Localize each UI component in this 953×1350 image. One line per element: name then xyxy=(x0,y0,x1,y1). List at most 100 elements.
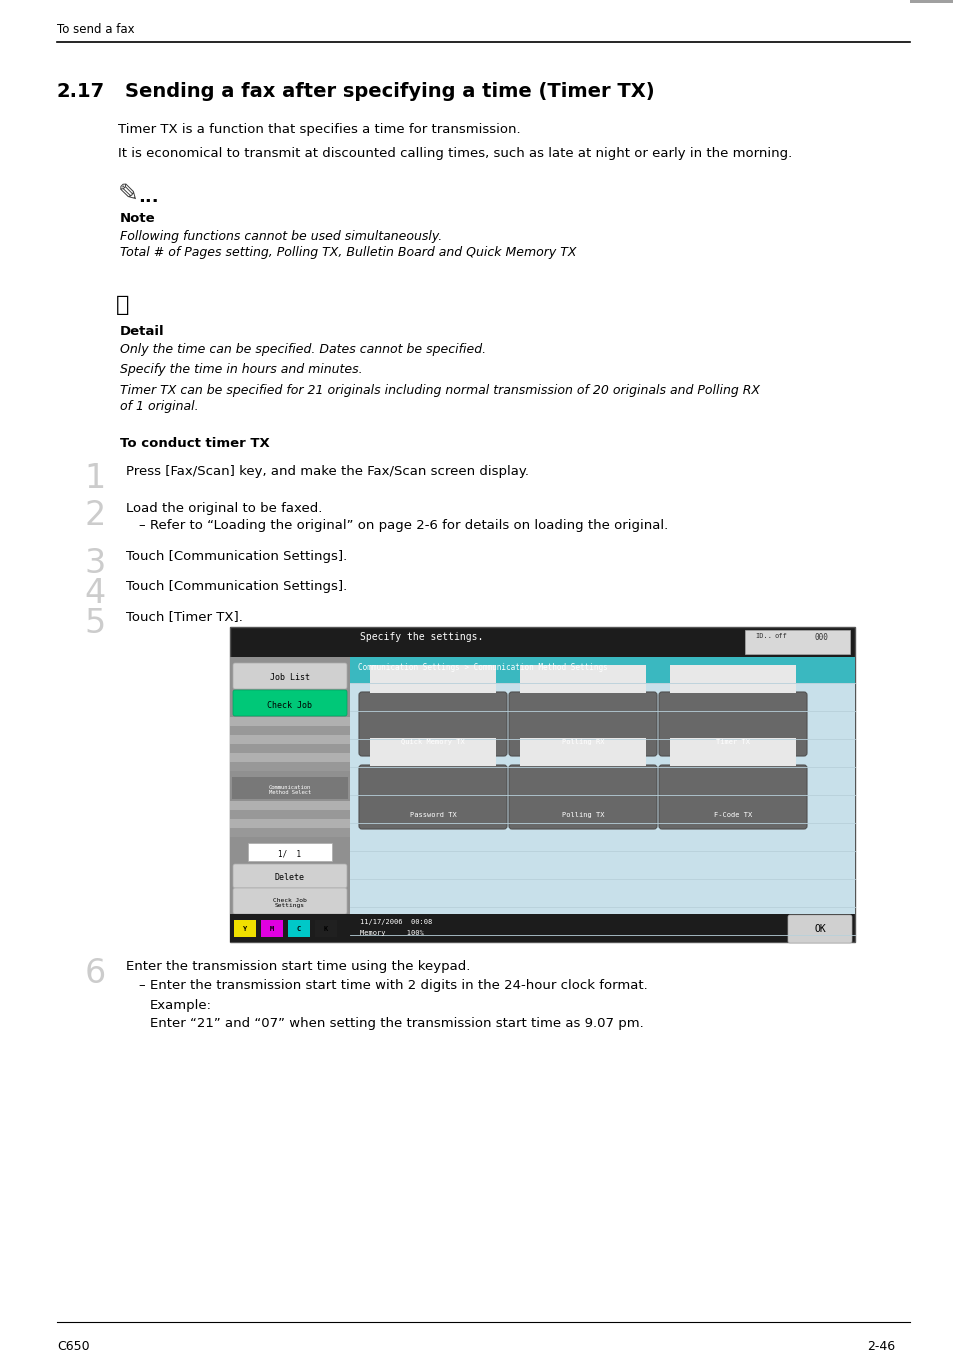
Bar xyxy=(744,630,849,653)
Bar xyxy=(350,914,786,942)
FancyBboxPatch shape xyxy=(509,693,657,756)
FancyBboxPatch shape xyxy=(233,690,347,716)
Text: Job List: Job List xyxy=(270,674,310,683)
Text: ✎: ✎ xyxy=(118,182,139,207)
Text: –: – xyxy=(138,979,145,992)
FancyBboxPatch shape xyxy=(358,693,506,756)
Bar xyxy=(350,683,854,914)
Text: K: K xyxy=(323,926,328,931)
Bar xyxy=(519,738,645,765)
Text: OK: OK xyxy=(813,923,825,934)
Bar xyxy=(230,914,350,942)
Text: Check Job
Settings: Check Job Settings xyxy=(273,898,307,909)
Text: F-Code TX: F-Code TX xyxy=(713,811,751,818)
Bar xyxy=(230,726,350,734)
Bar xyxy=(288,919,310,937)
Bar xyxy=(261,919,283,937)
Text: of 1 original.: of 1 original. xyxy=(120,400,198,413)
Text: Press [Fax/Scan] key, and make the Fax/Scan screen display.: Press [Fax/Scan] key, and make the Fax/S… xyxy=(126,464,529,478)
Text: Following functions cannot be used simultaneously.: Following functions cannot be used simul… xyxy=(120,230,442,243)
Text: Specify the settings.: Specify the settings. xyxy=(359,632,483,643)
Bar xyxy=(230,753,350,761)
Bar xyxy=(248,842,332,861)
Text: Only the time can be specified. Dates cannot be specified.: Only the time can be specified. Dates ca… xyxy=(120,343,486,356)
Bar xyxy=(230,657,350,942)
FancyBboxPatch shape xyxy=(233,864,347,888)
FancyBboxPatch shape xyxy=(509,765,657,829)
Text: 1/  1: 1/ 1 xyxy=(278,849,301,859)
Text: Refer to “Loading the original” on page 2-6 for details on loading the original.: Refer to “Loading the original” on page … xyxy=(150,518,667,532)
Bar xyxy=(314,919,336,937)
Text: M: M xyxy=(270,926,274,931)
Text: Polling TX: Polling TX xyxy=(561,811,603,818)
Text: 000: 000 xyxy=(814,633,828,643)
Text: It is economical to transmit at discounted calling times, such as late at night : It is economical to transmit at discount… xyxy=(118,147,791,161)
Text: Load the original to be faxed.: Load the original to be faxed. xyxy=(126,502,322,514)
Text: Communication
Method Select: Communication Method Select xyxy=(269,784,311,795)
Bar xyxy=(230,761,350,771)
Bar xyxy=(230,744,350,753)
Bar xyxy=(370,666,496,693)
Text: Y: Y xyxy=(243,926,247,931)
Bar xyxy=(232,778,348,799)
Bar xyxy=(230,819,350,828)
Bar xyxy=(233,919,255,937)
Bar xyxy=(230,801,350,810)
Bar xyxy=(669,666,795,693)
Text: 2.17: 2.17 xyxy=(57,82,105,101)
Text: 6: 6 xyxy=(84,957,106,990)
Text: 🔍: 🔍 xyxy=(116,296,130,315)
Bar xyxy=(230,717,350,726)
Text: Quick Memory TX: Quick Memory TX xyxy=(400,738,464,745)
Text: 2: 2 xyxy=(84,500,106,532)
Text: ...: ... xyxy=(138,188,158,207)
Text: C650: C650 xyxy=(57,1341,90,1350)
Bar xyxy=(350,657,854,683)
Text: Example:: Example: xyxy=(150,999,212,1012)
Text: 11/17/2006  00:08: 11/17/2006 00:08 xyxy=(359,919,432,925)
Text: To conduct timer TX: To conduct timer TX xyxy=(120,437,270,450)
FancyBboxPatch shape xyxy=(659,765,806,829)
Text: Touch [Communication Settings].: Touch [Communication Settings]. xyxy=(126,580,347,593)
Text: Sending a fax after specifying a time (Timer TX): Sending a fax after specifying a time (T… xyxy=(125,82,654,101)
Bar xyxy=(230,828,350,837)
Bar xyxy=(230,810,350,819)
Text: 1: 1 xyxy=(84,462,106,495)
Bar xyxy=(519,666,645,693)
Text: 2-46: 2-46 xyxy=(866,1341,894,1350)
FancyBboxPatch shape xyxy=(659,693,806,756)
Text: Specify the time in hours and minutes.: Specify the time in hours and minutes. xyxy=(120,363,362,377)
Text: Detail: Detail xyxy=(120,325,165,338)
Text: Timer TX can be specified for 21 originals including normal transmission of 20 o: Timer TX can be specified for 21 origina… xyxy=(120,383,760,397)
Text: Touch [Communication Settings].: Touch [Communication Settings]. xyxy=(126,549,347,563)
FancyBboxPatch shape xyxy=(787,915,851,944)
Text: ID..: ID.. xyxy=(754,633,771,639)
Text: –: – xyxy=(138,518,145,532)
FancyBboxPatch shape xyxy=(358,765,506,829)
Text: To send a fax: To send a fax xyxy=(57,23,134,36)
Text: 4: 4 xyxy=(84,576,106,610)
Text: C: C xyxy=(296,926,301,931)
Bar xyxy=(669,738,795,765)
Text: off: off xyxy=(774,633,787,639)
Bar xyxy=(909,0,953,3)
Text: 3: 3 xyxy=(84,547,106,580)
Text: Timer TX is a function that specifies a time for transmission.: Timer TX is a function that specifies a … xyxy=(118,123,520,136)
FancyBboxPatch shape xyxy=(233,888,347,914)
Bar xyxy=(370,738,496,765)
Text: Enter “21” and “07” when setting the transmission start time as 9.07 pm.: Enter “21” and “07” when setting the tra… xyxy=(150,1017,643,1030)
Text: Enter the transmission start time with 2 digits in the 24-hour clock format.: Enter the transmission start time with 2… xyxy=(150,979,647,992)
Bar xyxy=(230,734,350,744)
Text: Check Job: Check Job xyxy=(267,701,313,710)
Text: Total # of Pages setting, Polling TX, Bulletin Board and Quick Memory TX: Total # of Pages setting, Polling TX, Bu… xyxy=(120,246,576,259)
Text: Memory     100%: Memory 100% xyxy=(359,930,423,936)
Text: Polling RX: Polling RX xyxy=(561,738,603,745)
Text: Communication Settings > Communication Method Settings: Communication Settings > Communication M… xyxy=(357,663,607,672)
Bar xyxy=(230,626,854,942)
Text: Delete: Delete xyxy=(274,873,305,883)
Text: Timer TX: Timer TX xyxy=(716,738,749,745)
Text: Enter the transmission start time using the keypad.: Enter the transmission start time using … xyxy=(126,960,470,973)
Text: 5: 5 xyxy=(84,608,106,640)
Text: Touch [Timer TX].: Touch [Timer TX]. xyxy=(126,610,243,622)
Text: Note: Note xyxy=(120,212,155,225)
